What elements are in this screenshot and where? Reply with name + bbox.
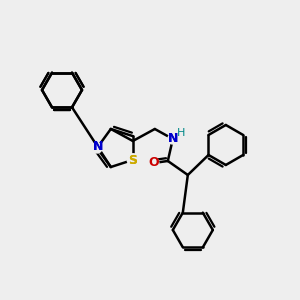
Circle shape bbox=[168, 134, 178, 144]
Text: H: H bbox=[177, 128, 185, 138]
Text: N: N bbox=[93, 140, 103, 154]
Text: N: N bbox=[93, 140, 103, 154]
Circle shape bbox=[149, 158, 159, 168]
Text: O: O bbox=[148, 157, 159, 169]
Text: N: N bbox=[168, 133, 178, 146]
Text: N: N bbox=[168, 133, 178, 146]
Text: S: S bbox=[128, 154, 137, 167]
Circle shape bbox=[127, 154, 139, 166]
Text: S: S bbox=[128, 154, 137, 167]
Circle shape bbox=[92, 143, 102, 153]
